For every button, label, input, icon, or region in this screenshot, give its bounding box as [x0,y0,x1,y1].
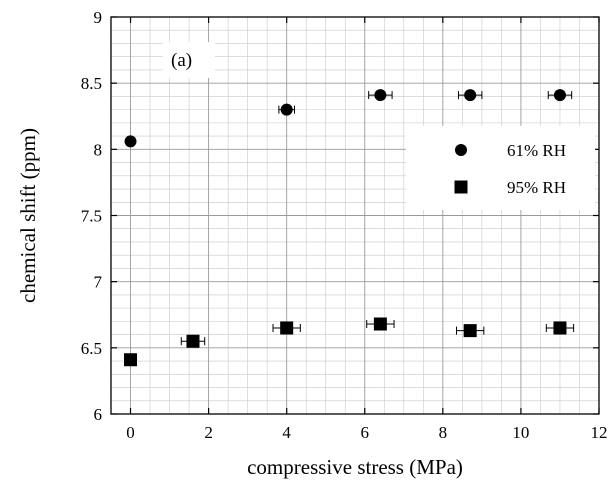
y-tick-label: 9 [94,8,103,27]
legend-label-61rh: 61% RH [507,141,566,160]
x-axis-title: compressive stress (MPa) [247,455,463,479]
y-tick-label: 6 [94,405,103,424]
data-markers [124,89,567,367]
data-point-61rh [280,103,293,116]
data-point-95rh [124,353,138,367]
legend-marker-61rh [455,144,467,156]
y-tick-label: 8.5 [81,74,102,93]
y-tick-label: 7 [94,273,103,292]
panel-label: (a) [171,50,192,71]
x-tick-label: 12 [591,423,608,442]
x-tick-label: 10 [512,423,529,442]
x-tick-labels: 0 2 4 6 8 10 12 [126,423,607,442]
x-tick-label: 4 [282,423,291,442]
y-tick-label: 8 [94,140,103,159]
y-tick-label: 7.5 [81,207,102,226]
data-point-95rh [186,334,200,348]
data-point-61rh [374,89,387,102]
x-tick-label: 6 [361,423,370,442]
data-point-95rh [463,324,477,338]
data-point-95rh [280,321,294,335]
legend: 61% RH 95% RH [406,126,595,210]
data-point-61rh [464,89,477,102]
data-point-95rh [553,321,567,335]
y-tick-labels: 6 6.5 7 7.5 8 8.5 9 [81,8,103,424]
axis-ticks [111,16,600,415]
panel-label-box: (a) [163,42,215,78]
y-tick-label: 6.5 [81,339,102,358]
legend-marker-95rh [454,180,468,194]
data-point-95rh [373,317,387,331]
x-tick-label: 2 [204,423,213,442]
legend-label-95rh: 95% RH [507,178,566,197]
x-tick-label: 0 [126,423,135,442]
data-point-61rh [124,135,137,148]
x-tick-label: 8 [439,423,448,442]
y-axis-title: chemical shift (ppm) [16,128,40,303]
data-point-61rh [553,89,566,102]
